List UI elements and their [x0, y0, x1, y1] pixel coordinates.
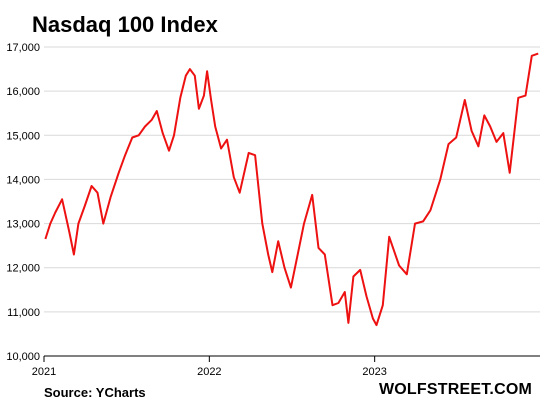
x-tick-label: 2021	[32, 366, 56, 378]
y-tick-label: 17,000	[6, 42, 40, 54]
x-tick-label: 2022	[197, 366, 221, 378]
y-tick-label: 15,000	[6, 130, 40, 142]
brand-label: WOLFSTREET.COM	[378, 381, 532, 398]
y-tick-label: 10,000	[6, 351, 40, 363]
y-tick-label: 14,000	[6, 174, 40, 186]
y-tick-label: 12,000	[6, 263, 40, 275]
source-label: Source: YCharts	[44, 385, 146, 400]
chart-title: Nasdaq 100 Index	[32, 12, 218, 37]
y-tick-label: 11,000	[7, 307, 40, 319]
y-tick-label: 16,000	[6, 86, 40, 98]
series-line	[44, 52, 539, 327]
x-tick-label: 2023	[362, 366, 386, 378]
y-tick-label: 13,000	[6, 219, 40, 231]
